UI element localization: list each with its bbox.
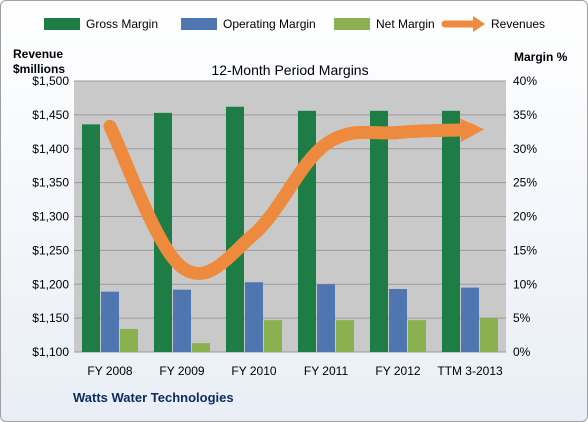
x-tick-label: FY 2010 [231,364,276,378]
right-tick-label: 5% [513,311,531,325]
x-tick-label: FY 2009 [159,364,204,378]
left-tick-label: $1,400 [32,142,69,156]
revenue-point [325,143,327,146]
x-tick-label: FY 2008 [87,364,132,378]
revenue-point [109,125,111,128]
bar-net-margin [264,320,282,352]
chart-title: 12-Month Period Margins [211,62,368,78]
bar-operating-margin [173,289,191,352]
right-tick-label: 0% [513,345,531,359]
right-tick-label: 20% [513,210,537,224]
left-tick-label: $1,300 [32,210,69,224]
right-tick-label: 30% [513,142,537,156]
revenue-point [181,266,183,269]
revenue-point [397,131,399,134]
x-axis-labels: FY 2008 FY 2009 FY 2010 FY 2011 FY 2012 TTM 3… [87,364,503,378]
bar-net-margin [480,318,498,352]
bar-net-margin [192,343,210,352]
revenue-point [253,233,255,236]
legend: Gross Margin Operating Margin Net Margin Re… [44,16,545,32]
left-tick-label: $1,350 [32,176,69,190]
bar-operating-margin [317,284,335,352]
bar-gross-margin [370,110,388,352]
left-tick-label: $1,100 [32,345,69,359]
right-tick-label: 25% [513,176,537,190]
right-tick-label: 40% [513,74,537,88]
bar-net-margin [120,328,138,352]
legend-label-gross-margin: Gross Margin [86,17,158,31]
bar-operating-margin [245,282,263,352]
legend-swatch-operating-margin [181,18,217,30]
bar-operating-margin [101,291,119,352]
left-axis-label-line1: Revenue [13,47,63,61]
legend-label-net-margin: Net Margin [376,17,435,31]
left-tick-label: $1,200 [32,277,69,291]
revenue-line [103,118,485,280]
revenue-point [469,128,471,131]
left-axis-label-line2: $millions [13,62,65,76]
bar-gross-margin [442,110,460,352]
left-tick-label: $1,250 [32,243,69,257]
bar-gross-margin [82,124,100,352]
legend-label-revenues: Revenues [491,17,545,31]
bar-net-margin [408,320,426,352]
x-tick-label: TTM 3-2013 [437,364,503,378]
legend-swatch-net-margin [334,18,370,30]
bar-gross-margin [226,106,244,353]
right-axis-label: Margin % [514,50,568,64]
x-tick-label: FY 2012 [375,364,420,378]
legend-arrow-revenues [473,16,485,32]
legend-swatch-gross-margin [44,18,80,30]
company-name: Watts Water Technologies [73,390,234,405]
bar-operating-margin [461,287,479,352]
right-tick-label: 35% [513,108,537,122]
right-tick-label: 15% [513,243,537,257]
x-tick-label: FY 2011 [304,364,349,378]
right-tick-label: 10% [513,277,537,291]
left-tick-label: $1,450 [32,108,69,122]
right-axis-ticks: 0% 5% 10% 15% 20% 25% 30% 35% 40% [513,74,537,359]
legend-label-operating-margin: Operating Margin [223,17,316,31]
left-tick-label: $1,150 [32,311,69,325]
left-axis-ticks: $1,100 $1,150 $1,200 $1,250 $1,300 $1,350 $1,4… [32,74,69,359]
left-tick-label: $1,500 [32,74,69,88]
bar-net-margin [336,320,354,352]
bar-operating-margin [389,288,407,352]
